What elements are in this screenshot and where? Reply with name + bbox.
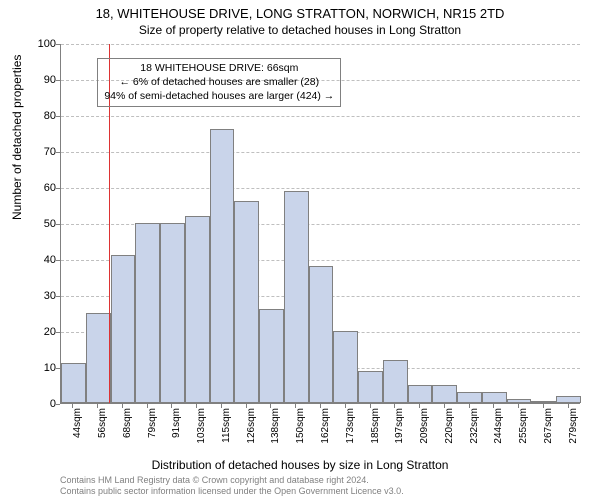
chart-title-main: 18, WHITEHOUSE DRIVE, LONG STRATTON, NOR… xyxy=(0,0,600,21)
histogram-bar xyxy=(333,331,358,403)
histogram-bar xyxy=(507,399,532,403)
annotation-box: 18 WHITEHOUSE DRIVE: 66sqm ← 6% of detac… xyxy=(97,58,341,107)
annotation-line2: ← 6% of detached houses are smaller (28) xyxy=(104,76,334,90)
gridline xyxy=(61,152,580,153)
x-tick-mark xyxy=(270,404,271,408)
x-tick-mark xyxy=(72,404,73,408)
x-tick-label: 279sqm xyxy=(568,408,579,444)
x-tick-label: 209sqm xyxy=(419,408,430,444)
y-tick-mark xyxy=(56,404,60,405)
gridline xyxy=(61,44,580,45)
x-tick-label: 267sqm xyxy=(543,408,554,444)
x-tick-label: 232sqm xyxy=(469,408,480,444)
footer-line1: Contains HM Land Registry data © Crown c… xyxy=(60,475,404,486)
x-tick-label: 244sqm xyxy=(493,408,504,444)
x-tick-mark xyxy=(370,404,371,408)
gridline xyxy=(61,188,580,189)
x-tick-label: 126sqm xyxy=(246,408,257,444)
histogram-bar xyxy=(432,385,457,403)
histogram-bar xyxy=(234,201,259,403)
y-tick-label: 70 xyxy=(26,146,56,158)
x-tick-label: 56sqm xyxy=(97,408,108,438)
histogram-bar xyxy=(185,216,210,403)
y-tick-label: 0 xyxy=(26,398,56,410)
y-tick-label: 80 xyxy=(26,110,56,122)
x-tick-label: 255sqm xyxy=(518,408,529,444)
x-tick-mark xyxy=(147,404,148,408)
chart-container: 18, WHITEHOUSE DRIVE, LONG STRATTON, NOR… xyxy=(0,0,600,500)
x-tick-mark xyxy=(419,404,420,408)
x-tick-mark xyxy=(246,404,247,408)
y-tick-label: 10 xyxy=(26,362,56,374)
x-tick-mark xyxy=(221,404,222,408)
x-tick-label: 115sqm xyxy=(221,408,232,443)
y-tick-label: 20 xyxy=(26,326,56,338)
histogram-bar xyxy=(259,309,284,403)
histogram-bar xyxy=(210,129,235,403)
histogram-bar xyxy=(408,385,433,403)
footer-attribution: Contains HM Land Registry data © Crown c… xyxy=(60,475,404,497)
x-tick-mark xyxy=(394,404,395,408)
y-axis-label: Number of detached properties xyxy=(10,55,24,220)
x-tick-mark xyxy=(295,404,296,408)
gridline xyxy=(61,116,580,117)
y-tick-label: 90 xyxy=(26,74,56,86)
x-tick-mark xyxy=(196,404,197,408)
y-tick-label: 30 xyxy=(26,290,56,302)
x-tick-label: 173sqm xyxy=(345,408,356,444)
y-tick-label: 50 xyxy=(26,218,56,230)
x-tick-label: 44sqm xyxy=(72,408,83,438)
histogram-bar xyxy=(86,313,111,403)
x-tick-mark xyxy=(97,404,98,408)
x-tick-mark xyxy=(518,404,519,408)
y-tick-label: 60 xyxy=(26,182,56,194)
histogram-bar xyxy=(309,266,334,403)
chart-title-sub: Size of property relative to detached ho… xyxy=(0,21,600,37)
annotation-line1: 18 WHITEHOUSE DRIVE: 66sqm xyxy=(104,62,334,76)
plot-area: 18 WHITEHOUSE DRIVE: 66sqm ← 6% of detac… xyxy=(60,44,580,404)
histogram-bar xyxy=(383,360,408,403)
annotation-line3: 94% of semi-detached houses are larger (… xyxy=(104,90,334,104)
x-tick-mark xyxy=(444,404,445,408)
x-tick-label: 162sqm xyxy=(320,408,331,444)
histogram-bar xyxy=(284,191,309,403)
x-tick-mark xyxy=(171,404,172,408)
histogram-bar xyxy=(556,396,581,403)
histogram-bar xyxy=(61,363,86,403)
x-tick-mark xyxy=(543,404,544,408)
y-tick-label: 40 xyxy=(26,254,56,266)
x-tick-label: 220sqm xyxy=(444,408,455,444)
x-tick-label: 68sqm xyxy=(122,408,133,438)
x-tick-mark xyxy=(568,404,569,408)
x-tick-mark xyxy=(493,404,494,408)
x-tick-label: 103sqm xyxy=(196,408,207,444)
x-tick-label: 185sqm xyxy=(370,408,381,444)
histogram-bar xyxy=(358,371,383,403)
x-tick-label: 150sqm xyxy=(295,408,306,444)
x-tick-mark xyxy=(469,404,470,408)
histogram-bar xyxy=(482,392,507,403)
x-tick-mark xyxy=(345,404,346,408)
histogram-bar xyxy=(135,223,160,403)
histogram-bar xyxy=(457,392,482,403)
x-tick-mark xyxy=(122,404,123,408)
x-tick-label: 138sqm xyxy=(270,408,281,444)
x-tick-label: 79sqm xyxy=(147,408,158,438)
histogram-bar xyxy=(111,255,136,403)
x-tick-label: 91sqm xyxy=(171,408,182,438)
x-tick-label: 197sqm xyxy=(394,408,405,444)
x-axis-label: Distribution of detached houses by size … xyxy=(0,458,600,472)
footer-line2: Contains public sector information licen… xyxy=(60,486,404,497)
histogram-bar xyxy=(160,223,185,403)
y-tick-label: 100 xyxy=(26,38,56,50)
x-tick-mark xyxy=(320,404,321,408)
histogram-bar xyxy=(531,401,556,403)
